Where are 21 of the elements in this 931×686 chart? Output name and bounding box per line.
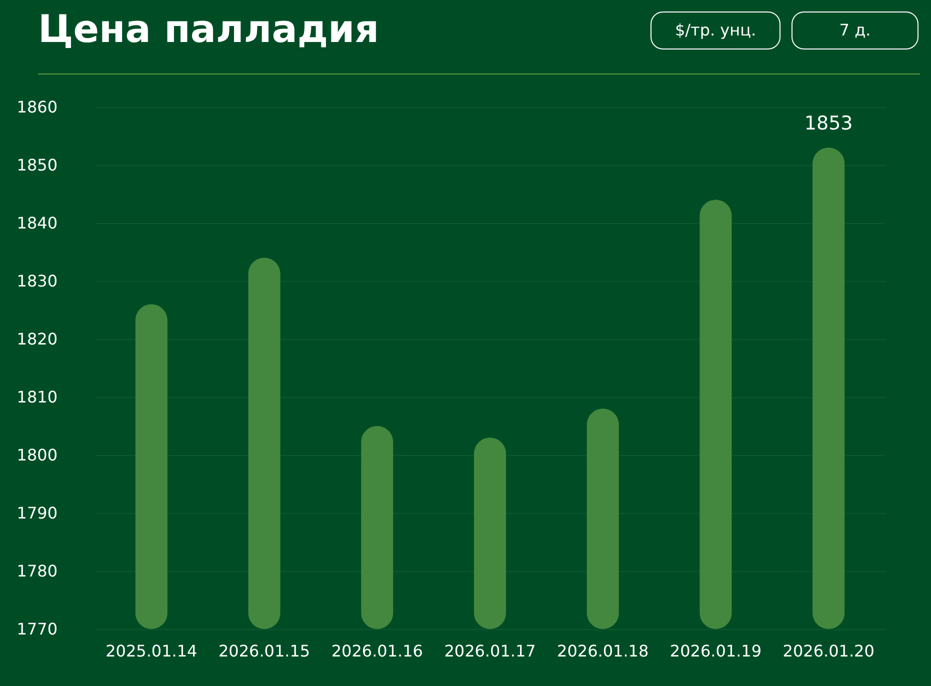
x-tick-label: 2026.01.17 <box>444 642 536 660</box>
y-tick-label: 1810 <box>16 388 58 406</box>
data-label: 1853 <box>804 112 853 135</box>
x-tick-label: 2026.01.18 <box>557 642 649 660</box>
text: 7 д. <box>839 20 871 40</box>
x-tick-label: 2026.01.19 <box>670 642 762 660</box>
text: $/тр. унц. <box>674 20 756 40</box>
y-tick-label: 1820 <box>16 330 58 348</box>
y-tick-label: 1830 <box>16 272 58 290</box>
y-tick-label: 1790 <box>16 504 58 522</box>
y-tick-label: 1770 <box>16 620 58 638</box>
y-tick-label: 1860 <box>16 98 58 116</box>
chart-title: Цена палладия <box>38 7 380 51</box>
x-tick-label: 2026.01.16 <box>331 642 423 660</box>
y-tick-label: 1780 <box>16 562 58 580</box>
y-tick-label: 1840 <box>16 214 58 232</box>
y-tick-label: 1850 <box>16 156 58 174</box>
x-tick-label: 2025.01.14 <box>106 642 198 660</box>
y-tick-label: 1800 <box>16 446 58 464</box>
x-tick-label: 2026.01.15 <box>218 642 310 660</box>
x-tick-label: 2026.01.20 <box>782 642 874 660</box>
